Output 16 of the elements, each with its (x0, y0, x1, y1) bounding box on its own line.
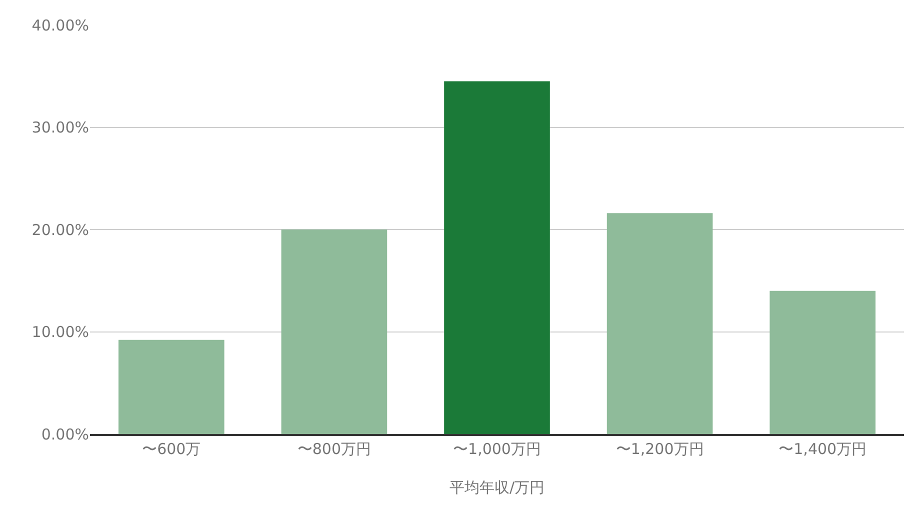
bar (606, 213, 713, 434)
x-tick-label: 〜800万円 (297, 440, 372, 458)
bar (118, 340, 224, 434)
y-tick-label: 10.00% (32, 323, 89, 341)
y-tick-label: 20.00% (32, 220, 89, 239)
bar (770, 290, 876, 434)
y-tick-label: 0.00% (41, 425, 89, 444)
bar (281, 230, 388, 434)
x-axis-title: 平均年収/万円 (449, 478, 545, 496)
y-tick-label: 30.00% (32, 118, 89, 136)
x-tick-label: 〜600万 (142, 440, 201, 458)
x-tick-label: 〜1,400万円 (778, 440, 867, 458)
bar (444, 81, 550, 434)
x-tick-label: 〜1,000万円 (453, 440, 541, 458)
y-tick-label: 40.00% (32, 16, 89, 34)
x-tick-label: 〜1,200万円 (616, 440, 704, 458)
